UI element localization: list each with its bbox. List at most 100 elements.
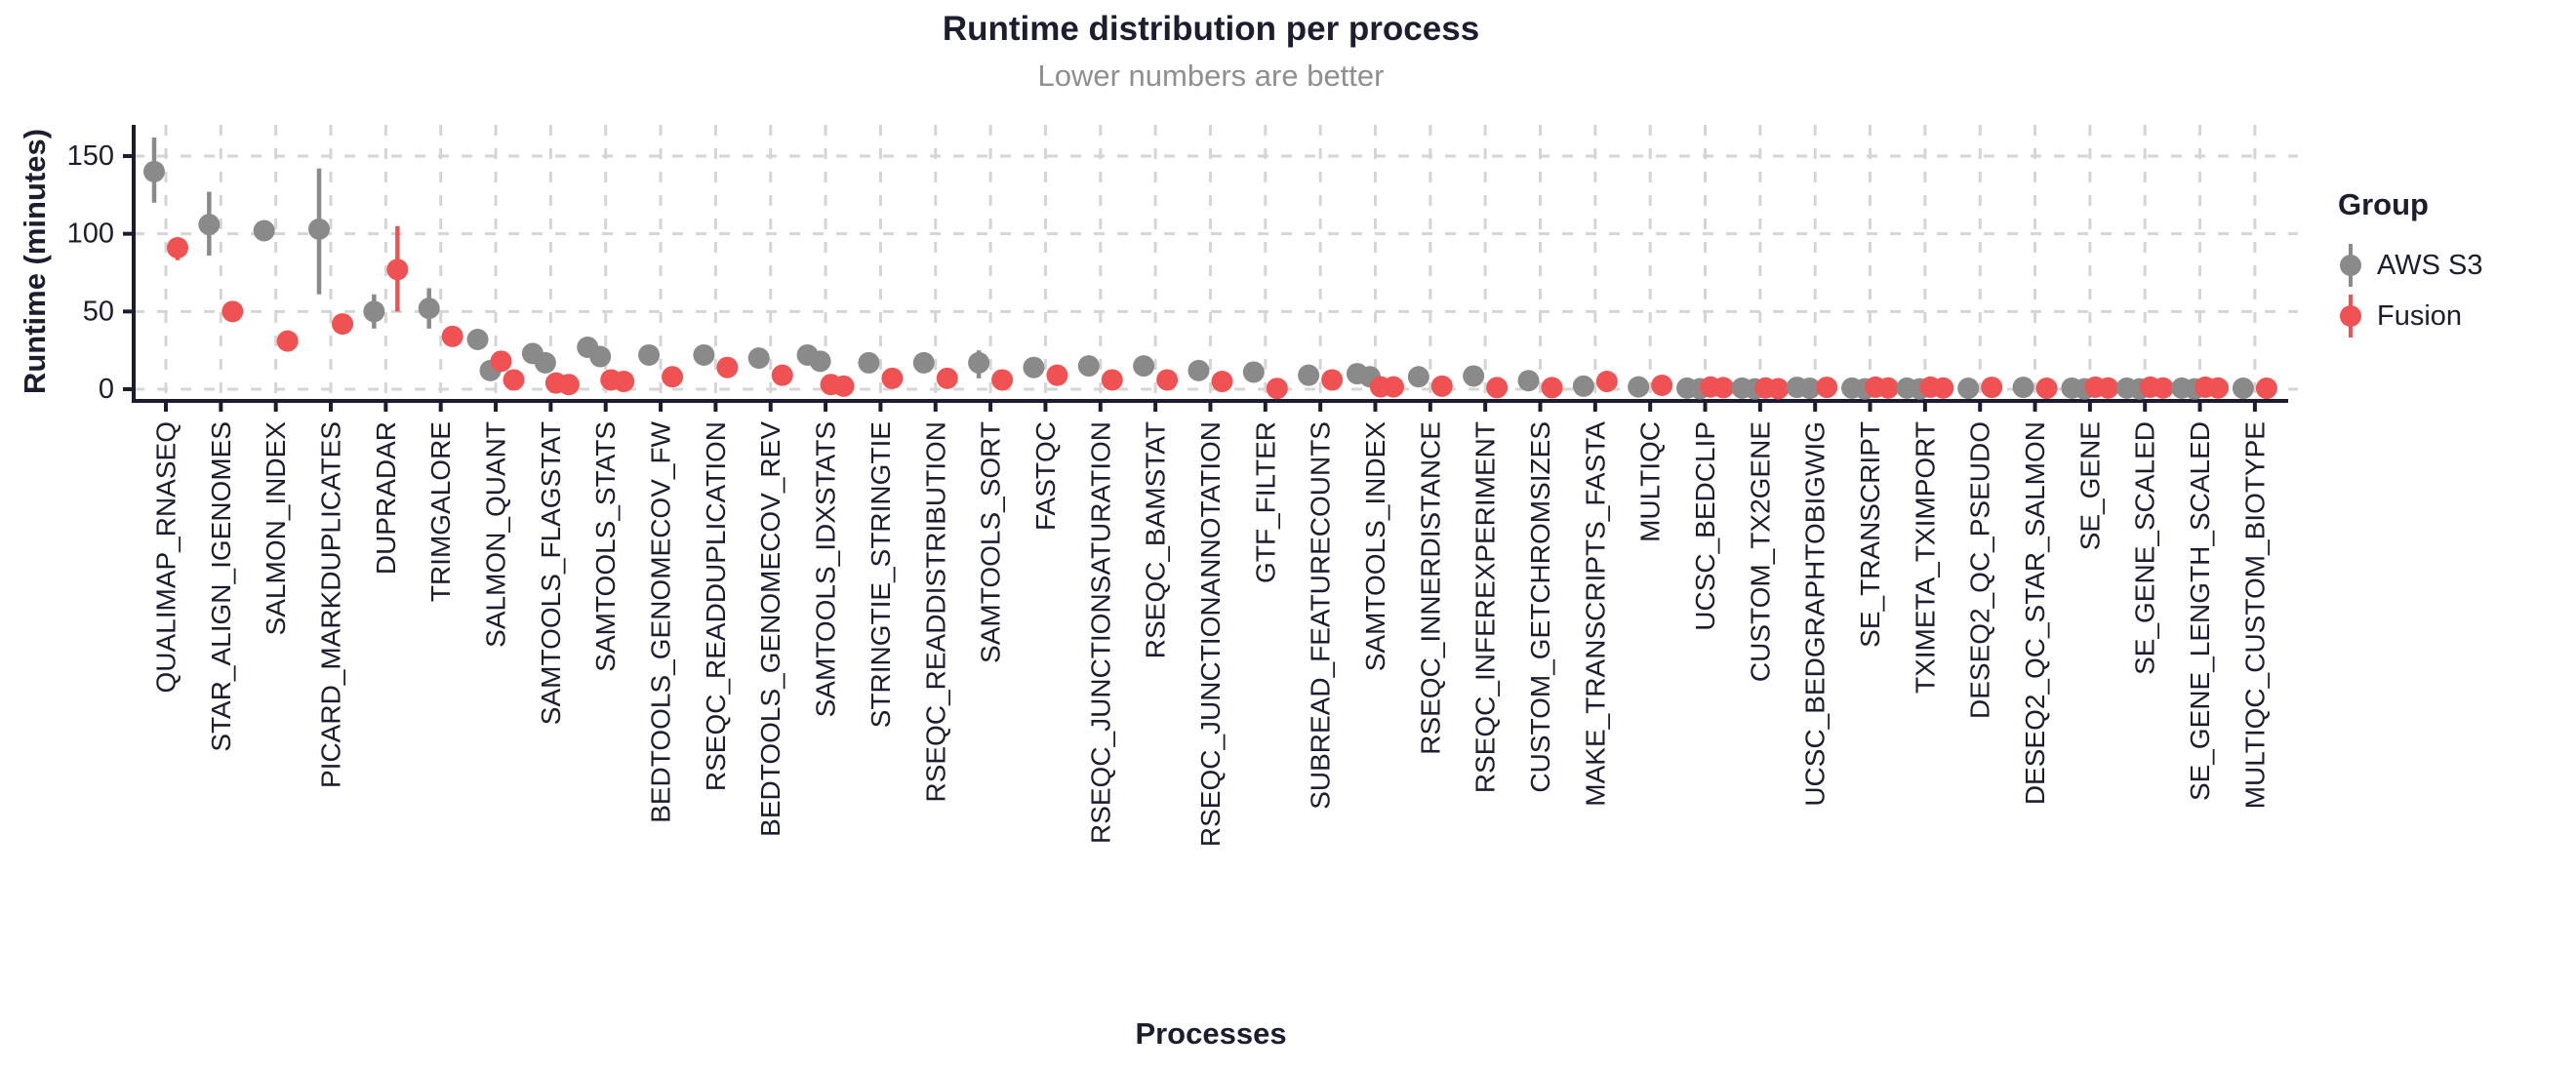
point-aws_s3-MULTIQC_CUSTOM_BIOTYPE: [2232, 378, 2254, 400]
x-category-label: RSEQC_INFEREXPERIMENT: [1470, 421, 1501, 793]
point-fusion-SUBREAD_FEATURECOUNTS: [1321, 369, 1344, 391]
x-category-label: SAMTOOLS_SORT: [976, 421, 1006, 663]
point-fusion-RSEQC_READDUPLICATION: [716, 356, 739, 378]
point-fusion-RSEQC_READDISTRIBUTION: [936, 367, 958, 389]
point-fusion-SAMTOOLS_FLAGSTAT: [557, 374, 580, 396]
legend-title: Group: [2338, 187, 2429, 221]
point-aws_s3-SAMTOOLS_FLAGSTAT: [534, 351, 556, 374]
point-fusion-SALMON_QUANT: [490, 350, 512, 373]
point-fusion-GTF_FILTER: [1266, 378, 1288, 400]
x-category-label: SALMON_QUANT: [481, 421, 511, 648]
y-tick-label: 50: [83, 296, 114, 327]
x-category-label: SE_GENE_LENGTH_SCALED: [2185, 421, 2215, 801]
point-fusion-RSEQC_JUNCTIONANNOTATION: [1211, 371, 1233, 393]
x-category-label: MAKE_TRANSCRIPTS_FASTA: [1580, 421, 1610, 807]
x-category-label: QUALIMAP_RNASEQ: [151, 421, 181, 694]
x-category-label: RSEQC_INNERDISTANCE: [1415, 421, 1445, 755]
chart-subtitle: Lower numbers are better: [1037, 59, 1385, 93]
point-aws_s3-SAMTOOLS_STATS: [589, 345, 612, 368]
point-aws_s3-RSEQC_BAMSTAT: [1133, 355, 1155, 378]
point-aws_s3-SAMTOOLS_SORT: [968, 351, 990, 374]
point-fusion-DUPRADAR: [386, 258, 409, 281]
x-category-label: FASTQC: [1030, 421, 1061, 531]
point-fusion-FASTQC: [1046, 364, 1068, 386]
point-aws_s3-CUSTOM_GETCHROMSIZES: [1517, 370, 1540, 392]
x-category-label: STRINGTIE_STRINGTIE: [865, 421, 896, 728]
x-category-label: CUSTOM_GETCHROMSIZES: [1525, 421, 1555, 793]
point-fusion-SAMTOOLS_INDEX: [1382, 376, 1404, 398]
point-aws_s3-SALMON_QUANT: [466, 329, 489, 351]
point-fusion-MULTIQC: [1651, 375, 1673, 397]
point-fusion-SAMTOOLS_STATS: [613, 371, 635, 393]
chart-title: Runtime distribution per process: [942, 10, 1480, 48]
x-category-label: STAR_ALIGN_IGENOMES: [206, 421, 236, 752]
point-fusion-SAMTOOLS_IDXSTATS: [832, 375, 855, 397]
point-aws_s3-BEDTOOLS_GENOMECOV_FW: [638, 343, 661, 366]
point-aws_s3-SUBREAD_FEATURECOUNTS: [1298, 364, 1320, 386]
x-category-label: GTF_FILTER: [1250, 421, 1280, 583]
point-aws_s3-RSEQC_JUNCTIONANNOTATION: [1187, 359, 1210, 381]
point-aws_s3-RSEQC_READDUPLICATION: [693, 343, 715, 366]
x-category-label: SE_GENE_SCALED: [2130, 421, 2160, 675]
x-category-label: DESEQ2_QC_STAR_SALMON: [2020, 421, 2050, 805]
point-aws_s3-MULTIQC: [1628, 376, 1650, 398]
point-fusion-CUSTOM_GETCHROMSIZES: [1541, 377, 1563, 399]
point-aws_s3-QUALIMAP_RNASEQ: [143, 160, 165, 182]
x-category-label: SE_GENE: [2074, 421, 2105, 550]
point-fusion-CUSTOM_TX2GENE: [1767, 378, 1790, 400]
point-aws_s3-TRIMGALORE: [418, 298, 440, 320]
point-aws_s3-RSEQC_INNERDISTANCE: [1407, 366, 1429, 388]
y-tick-label: 150: [67, 140, 114, 172]
x-category-label: SALMON_INDEX: [261, 421, 291, 636]
x-category-label: SUBREAD_FEATURECOUNTS: [1306, 421, 1336, 810]
x-category-label: UCSC_BEDGRAPHTOBIGWIG: [1800, 421, 1831, 807]
point-fusion-BEDTOOLS_GENOMECOV_FW: [662, 366, 684, 388]
point-fusion-MAKE_TRANSCRIPTS_FASTA: [1595, 371, 1618, 393]
pointrange-key-fusion-icon: [2340, 295, 2361, 338]
point-aws_s3-FASTQC: [1023, 356, 1045, 378]
x-category-label: SAMTOOLS_FLAGSTAT: [536, 421, 566, 725]
x-category-label: SAMTOOLS_INDEX: [1360, 421, 1390, 672]
point-fusion-SE_TRANSCRIPT: [1877, 377, 1900, 399]
point-fusion-UCSC_BEDCLIP: [1712, 377, 1735, 399]
point-fusion-RSEQC_INFEREXPERIMENT: [1486, 377, 1509, 399]
legend-item-fusion: Fusion: [2338, 291, 2483, 341]
x-category-label: MULTIQC: [1635, 421, 1666, 542]
point-fusion-SAMTOOLS_SORT: [991, 369, 1014, 391]
x-category-label: RSEQC_JUNCTIONSATURATION: [1085, 421, 1115, 844]
point-fusion-UCSC_BEDGRAPHTOBIGWIG: [1816, 377, 1838, 399]
point-fusion-DESEQ2_QC_PSEUDO: [1981, 377, 2003, 399]
point-fusion-RSEQC_INNERDISTANCE: [1430, 375, 1453, 397]
x-category-label: SAMTOOLS_IDXSTATS: [811, 421, 841, 717]
x-category-label: TXIMETA_TXIMPORT: [1910, 421, 1940, 694]
point-fusion-TRIMGALORE: [441, 325, 463, 347]
x-category-label: SAMTOOLS_STATS: [590, 421, 621, 672]
point-fusion-STRINGTIE_STRINGTIE: [881, 367, 904, 389]
x-category-label: UCSC_BEDCLIP: [1690, 421, 1720, 631]
point-aws_s3-RSEQC_JUNCTIONSATURATION: [1077, 355, 1100, 378]
point-aws_s3-DESEQ2_QC_STAR_SALMON: [2012, 377, 2034, 399]
x-category-label: RSEQC_READDISTRIBUTION: [920, 421, 950, 803]
x-category-label: MULTIQC_CUSTOM_BIOTYPE: [2239, 421, 2270, 809]
pointrange-key-aws-s3-icon: [2340, 244, 2361, 287]
point-fusion-SE_GENE_LENGTH_SCALED: [2207, 377, 2230, 399]
point-fusion-DESEQ2_QC_STAR_SALMON: [2035, 378, 2058, 400]
point-aws_s3-DUPRADAR: [363, 300, 385, 323]
point-fusion-RSEQC_JUNCTIONSATURATION: [1101, 369, 1123, 391]
x-category-label: RSEQC_JUNCTIONANNOTATION: [1195, 421, 1226, 847]
point-fusion-PICARD_MARKDUPLICATES: [332, 313, 354, 336]
point-aws_s3-SALMON_INDEX: [253, 219, 275, 242]
x-category-label: DESEQ2_QC_PSEUDO: [1965, 421, 1995, 719]
x-category-label: RSEQC_BAMSTAT: [1141, 421, 1171, 658]
point-fusion-RSEQC_BAMSTAT: [1156, 369, 1179, 391]
point-aws_s3-RSEQC_READDISTRIBUTION: [912, 351, 935, 374]
x-category-label: DUPRADAR: [371, 421, 401, 575]
x-category-label: SE_TRANSCRIPT: [1855, 421, 1885, 648]
point-aws_s3-SAMTOOLS_IDXSTATS: [809, 350, 831, 373]
point-fusion-SALMON_INDEX: [276, 330, 299, 352]
legend: Group AWS S3 Fusion: [2338, 187, 2483, 341]
point-fusion-SE_GENE_SCALED: [2152, 377, 2174, 399]
x-category-label: CUSTOM_TX2GENE: [1745, 421, 1775, 682]
